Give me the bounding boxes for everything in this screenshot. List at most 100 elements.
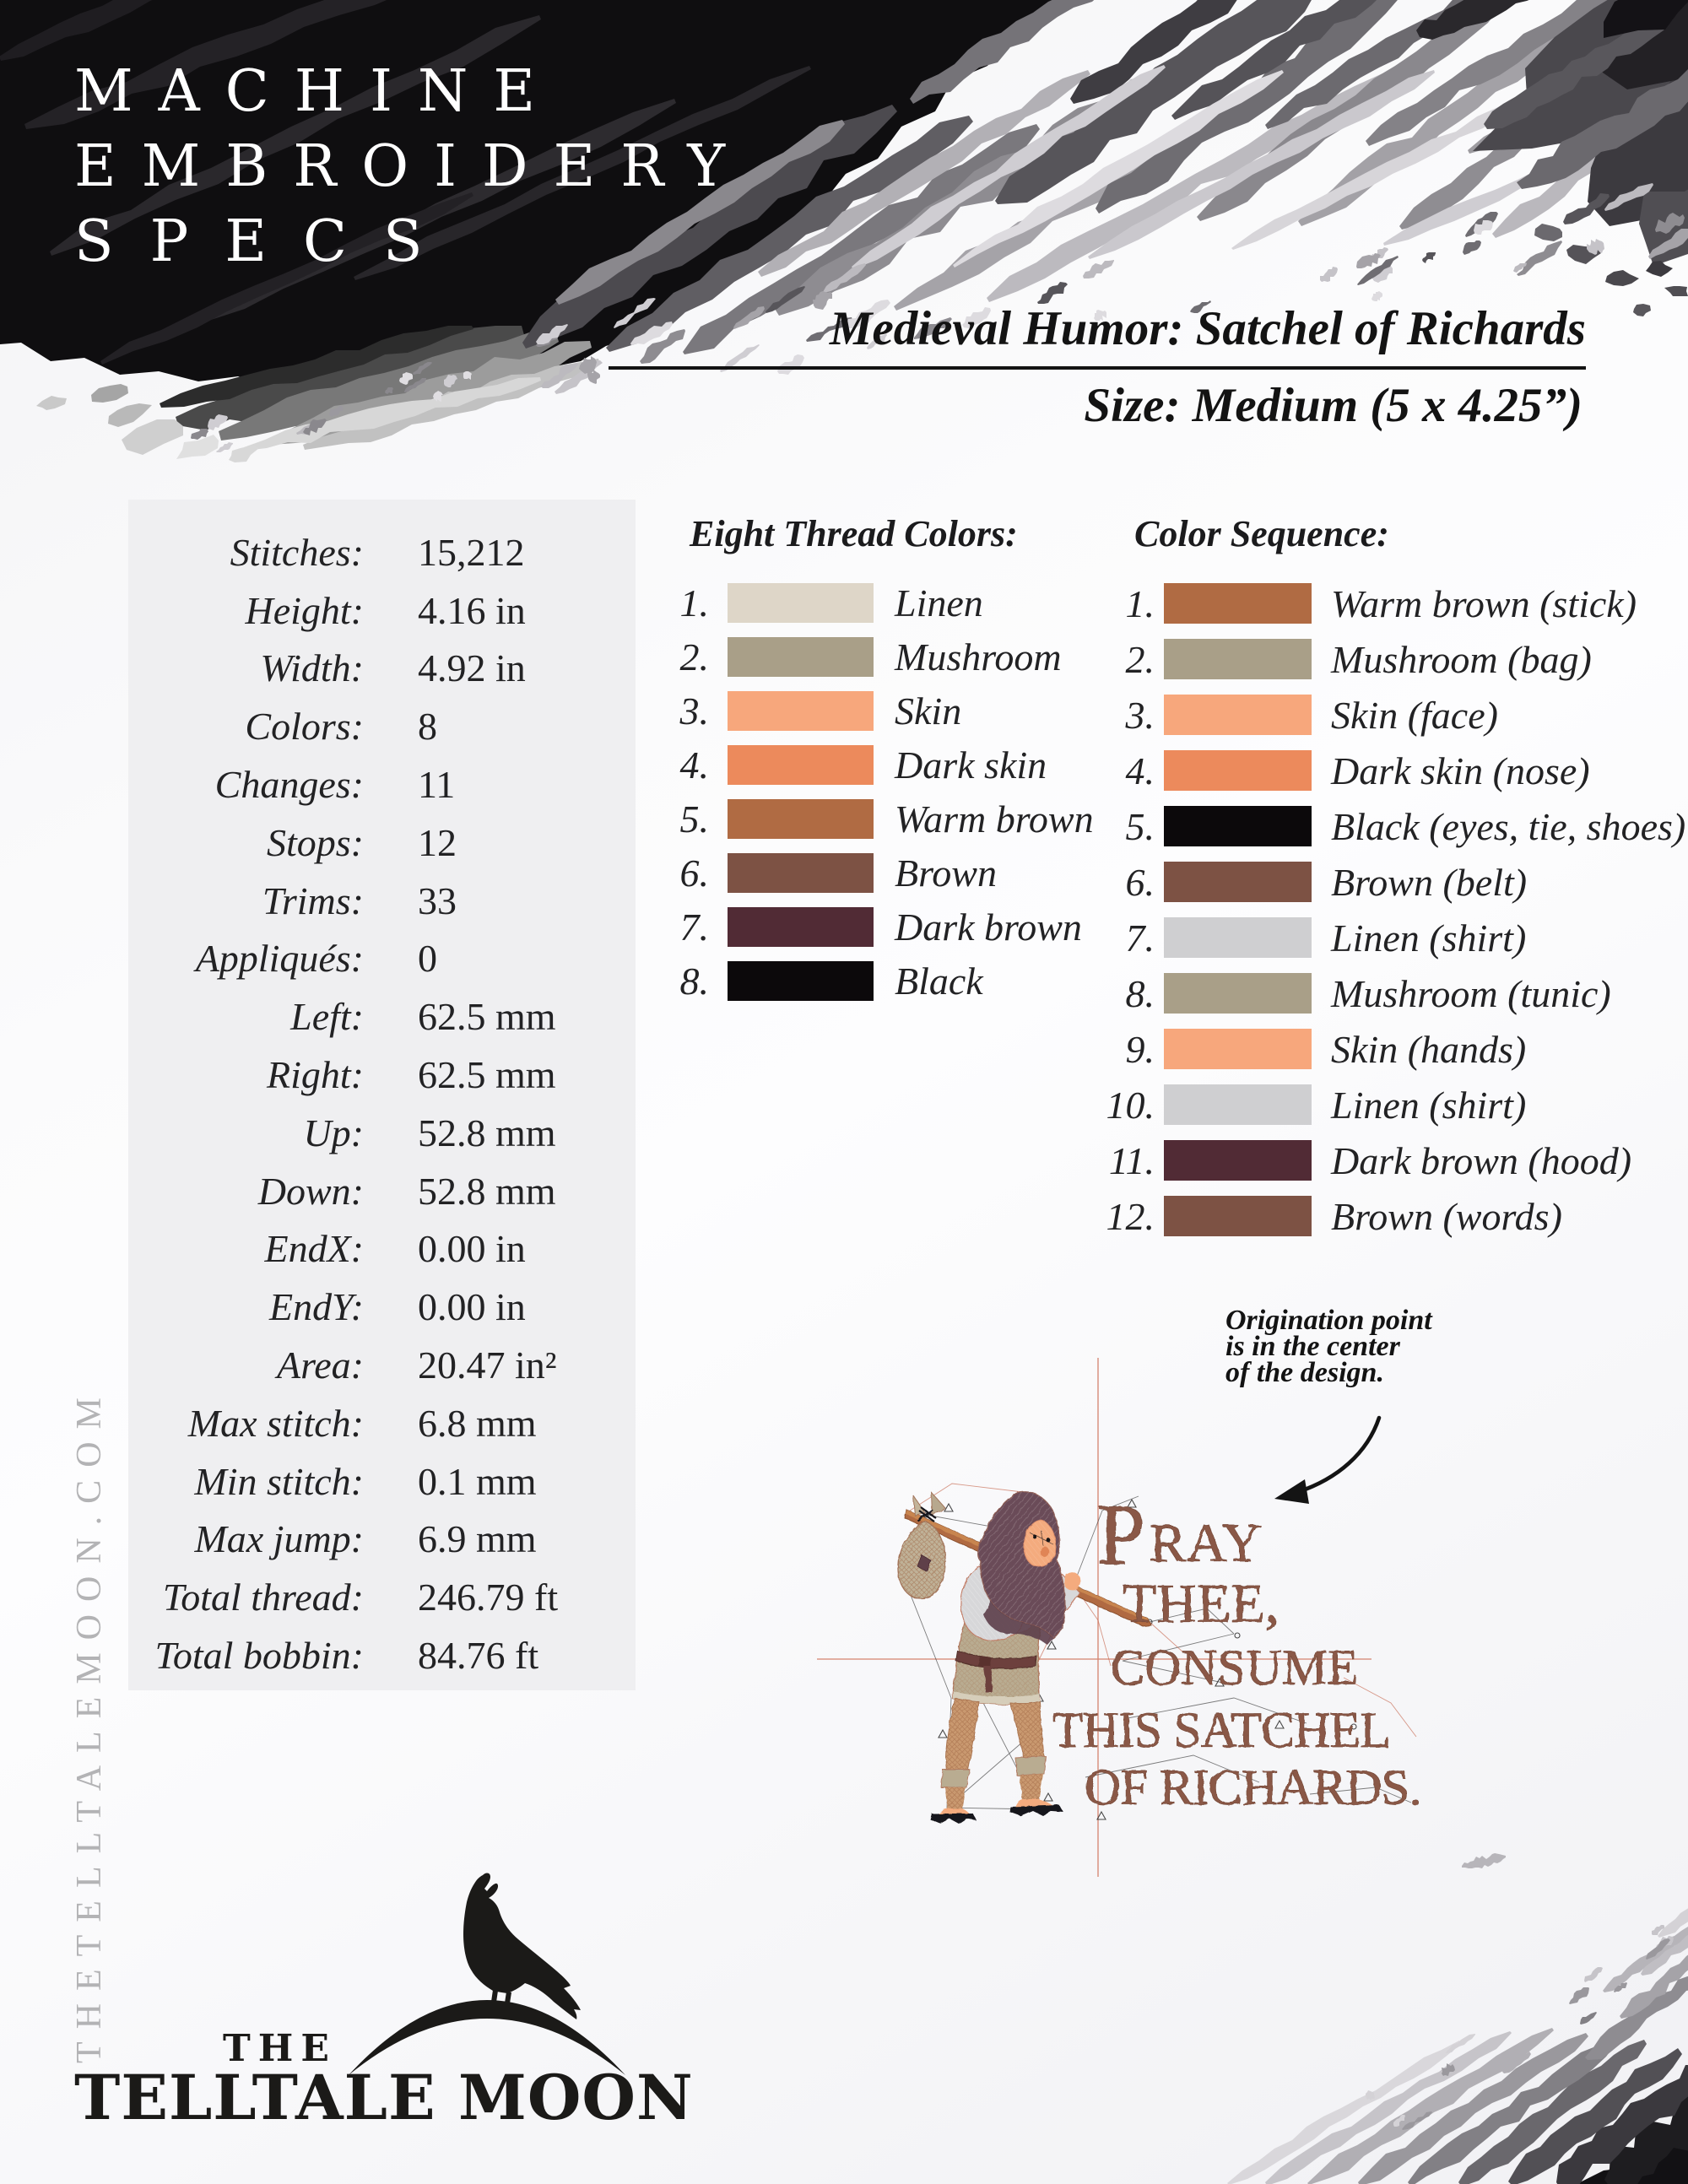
word-consume: CONSUME: [1111, 1640, 1358, 1695]
thread-color-name: Skin: [895, 689, 962, 733]
color-sequence-row: 5. Black (eyes, tie, shoes): [1089, 798, 1686, 854]
spec-value: 0.00 in: [418, 1227, 526, 1271]
thread-color-name: Mushroom: [895, 635, 1062, 678]
spec-value: 0.00 in: [418, 1285, 526, 1329]
spec-value: 62.5 mm: [418, 995, 556, 1039]
spec-row: EndX: 0.00 in: [128, 1220, 636, 1279]
color-sequence-number: 6.: [1125, 860, 1155, 904]
spec-panel: Stitches: 15,212 Height: 4.16 in Width: 4.92 …: [128, 500, 636, 1690]
crow-icon: [463, 1873, 581, 2019]
color-sequence-heading: Color Sequence:: [1134, 513, 1389, 554]
thread-color-row: 7. Dark brown: [667, 900, 1094, 954]
spec-row: Min stitch: 0.1 mm: [128, 1452, 636, 1511]
color-sequence-row: 7. Linen (shirt): [1089, 910, 1685, 965]
color-sequence-row: 9. Skin (hands): [1089, 1021, 1685, 1077]
color-sequence-name: Dark brown (hood): [1331, 1138, 1632, 1182]
title-line-3: SPECS: [74, 208, 459, 275]
color-sequence-swatch: [1164, 1029, 1312, 1069]
spec-row: Width: 4.92 in: [128, 640, 636, 698]
spec-row: Down: 52.8 mm: [128, 1162, 636, 1220]
word-thee: THEE,: [1123, 1573, 1279, 1635]
website-url-vertical: THETELLTALEMOON.COM: [70, 1385, 109, 2063]
nose: [1040, 1547, 1050, 1557]
feet: [930, 1799, 1063, 1824]
spec-label: Trims:: [262, 878, 364, 922]
color-sequence-number: 10.: [1106, 1083, 1155, 1127]
color-sequence-swatch: [1164, 973, 1312, 1014]
spec-value: 4.92 in: [418, 646, 526, 690]
spec-value: 52.8 mm: [418, 1169, 556, 1213]
color-sequence-swatch: [1164, 583, 1312, 624]
color-sequence-row: 4. Dark skin (nose): [1089, 743, 1685, 798]
color-sequence-number: 3.: [1125, 693, 1155, 737]
face: [1023, 1519, 1056, 1567]
spec-value: 15,212: [418, 530, 525, 574]
thread-color-row: 5. Warm brown: [667, 792, 1094, 846]
thread-color-swatch: [728, 960, 874, 1001]
origin-crosshair: [817, 1358, 1372, 1877]
origination-note: Origination point is in the center of th…: [1225, 1306, 1432, 1388]
thread-color-number: 6.: [679, 851, 710, 895]
spec-row: Total bobbin: 84.76 ft: [128, 1626, 636, 1684]
spec-label: Appliqués:: [195, 937, 364, 981]
hood: [977, 1491, 1066, 1645]
spec-value: 4.16 in: [418, 588, 526, 632]
logo-name: TELLTALE MOON: [74, 2062, 694, 2134]
spec-row: Left: 62.5 mm: [128, 987, 636, 1046]
origination-note-line3: of the design.: [1225, 1357, 1384, 1388]
spec-row: Colors: 8: [128, 697, 636, 755]
color-sequence-name: Warm brown (stick): [1331, 581, 1637, 625]
color-sequence-number: 7.: [1125, 916, 1155, 960]
design-title: Medieval Humor: Satchel of Richards: [829, 302, 1586, 355]
spec-label: Down:: [257, 1169, 364, 1213]
thread-color-row: 3. Skin: [667, 684, 1094, 738]
thread-color-number: 3.: [679, 689, 710, 733]
word-pray-rest: RAY: [1150, 1513, 1263, 1574]
color-sequence-name: Brown (belt): [1331, 860, 1528, 904]
embroidery-design-preview: P RAY THEE, CONSUME THIS SATCHEL OF RICH…: [817, 1358, 1421, 1877]
color-sequence-row: 1. Warm brown (stick): [1089, 576, 1685, 631]
color-sequence-row: 10. Linen (shirt): [1089, 1077, 1685, 1133]
spec-row: Area: 20.47 in²: [128, 1336, 636, 1394]
color-sequence-number: 1.: [1125, 581, 1155, 625]
page-title: MACHINE EMBROIDERY SPECS: [74, 54, 750, 279]
header-divider: [609, 366, 1586, 370]
thread-color-name: Linen: [895, 581, 983, 624]
color-sequence-name: Mushroom (tunic): [1331, 971, 1611, 1015]
spec-row: Max stitch: 6.8 mm: [128, 1394, 636, 1452]
spec-value: 246.79 ft: [418, 1576, 559, 1619]
color-sequence-swatch: [1164, 917, 1312, 958]
thread-color-swatch: [728, 852, 874, 893]
spec-label: Up:: [303, 1111, 364, 1154]
spec-row: Right: 62.5 mm: [128, 1046, 636, 1104]
spec-label: EndX:: [264, 1227, 364, 1271]
color-sequence-number: 5.: [1125, 804, 1155, 848]
origination-arrow: [1274, 1415, 1382, 1504]
spec-value: 52.8 mm: [418, 1111, 556, 1154]
thread-color-row: 2. Mushroom: [667, 630, 1094, 684]
thread-color-number: 7.: [679, 905, 710, 949]
color-sequence-swatch: [1164, 695, 1312, 735]
spec-label: Min stitch:: [194, 1459, 364, 1503]
thread-colors-heading: Eight Thread Colors:: [690, 513, 1018, 554]
thread-color-number: 1.: [679, 581, 710, 624]
spec-value: 0: [418, 937, 437, 981]
spec-row: EndY: 0.00 in: [128, 1278, 636, 1336]
color-sequence-number: 9.: [1125, 1027, 1155, 1071]
leg-wraps: [940, 1755, 1047, 1788]
thread-color-swatch: [728, 744, 874, 785]
thread-color-row: 6. Brown: [667, 846, 1094, 900]
belt: [955, 1650, 1037, 1692]
spec-value: 12: [418, 820, 457, 864]
spec-label: Total thread:: [162, 1576, 364, 1619]
spec-label: Area:: [276, 1343, 364, 1387]
word-this-satchel: THIS SATCHEL: [1052, 1702, 1390, 1758]
thread-color-row: 1. Linen: [667, 576, 1094, 630]
thread-colors-list: 1. Linen 2. Mushroom 3. Skin 4. Dark skin 5. Warm…: [667, 576, 1094, 1008]
color-sequence-name: Black (eyes, tie, shoes): [1331, 804, 1686, 848]
pants: [945, 1697, 1045, 1778]
color-sequence-row: 3. Skin (face): [1089, 687, 1685, 743]
spec-label: EndY:: [268, 1285, 364, 1329]
color-sequence-swatch: [1164, 1140, 1312, 1181]
